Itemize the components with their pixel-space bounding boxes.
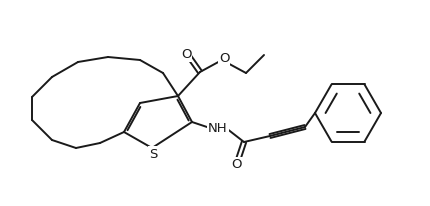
Text: NH: NH <box>208 122 228 135</box>
Text: O: O <box>232 158 242 172</box>
Text: O: O <box>219 52 229 64</box>
Text: S: S <box>149 147 157 160</box>
Text: O: O <box>181 48 191 61</box>
